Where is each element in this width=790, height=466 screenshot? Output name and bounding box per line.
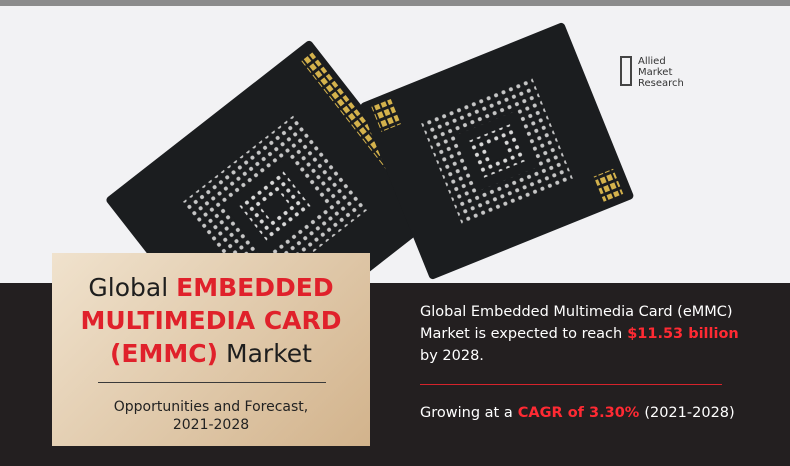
title-line: Global EMBEDDED: [52, 271, 370, 304]
logo-text: Market: [638, 67, 673, 78]
stat-text: Growing at a: [420, 405, 513, 421]
stat-line: Growing at a CAGR of 3.30% (2021-2028): [420, 402, 740, 424]
divider: [98, 382, 326, 383]
title-text: MULTIMEDIA CARD: [80, 306, 342, 335]
stat-text: CAGR of 3.30%: [517, 405, 640, 421]
stat-text: (2021-2028): [644, 405, 735, 421]
stat-text: Market is expected to reach: [420, 326, 623, 342]
stat-line: Global Embedded Multimedia Card (eMMC): [420, 301, 744, 323]
title-text: (EMMC): [110, 339, 219, 368]
stat: Global Embedded Multimedia Card (eMMC) Ma…: [420, 301, 744, 367]
title-text: Global: [88, 273, 169, 302]
title-box: Global EMBEDDED MULTIMEDIA CARD (EMMC) Marke…: [52, 253, 370, 446]
logo-text: Research: [638, 78, 684, 89]
stat: Growing at a CAGR of 3.30% (2021-2028): [420, 402, 740, 424]
subtitle-line: Opportunities and Forecast,: [113, 399, 309, 415]
subtitle: Opportunities and Forecast, 2021-2028: [52, 398, 370, 434]
divider: [420, 384, 722, 385]
logo: Allied Market Research: [620, 56, 684, 89]
subtitle-line: 2021-2028: [172, 417, 250, 433]
title-text: EMBEDDED: [176, 273, 334, 302]
stat-text: Global Embedded Multimedia Card (eMMC): [420, 304, 733, 320]
title-text: Market: [226, 339, 312, 368]
chip-photo: [106, 22, 634, 286]
title: Global EMBEDDED MULTIMEDIA CARD (EMMC) Marke…: [52, 271, 370, 370]
top-bar: [0, 0, 790, 6]
stat-line: Market is expected to reach $11.53 billio…: [420, 323, 744, 345]
stat-line: by 2028.: [420, 345, 744, 367]
stat-text: by 2028.: [420, 348, 484, 364]
title-line: MULTIMEDIA CARD: [52, 304, 370, 337]
logo-mark: [620, 56, 632, 86]
logo-text: Allied: [638, 56, 666, 67]
stat-text: $11.53 billion: [627, 326, 739, 342]
title-line: (EMMC) Market: [52, 337, 370, 370]
chip-right: [360, 22, 634, 280]
